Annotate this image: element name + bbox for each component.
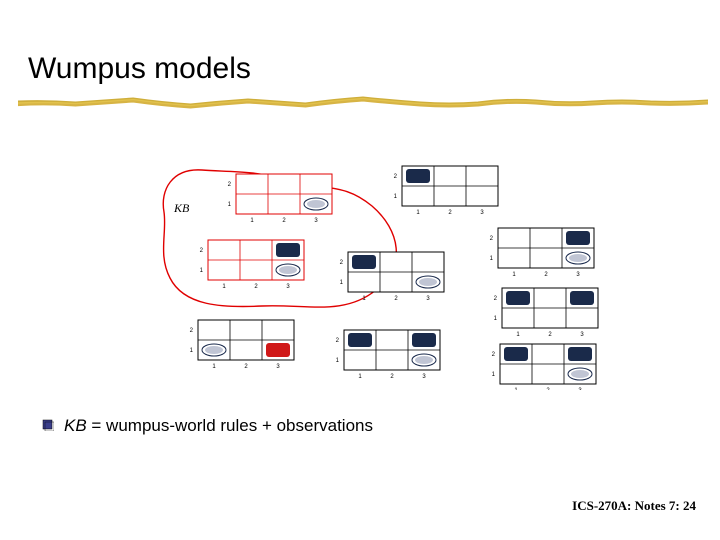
svg-text:1: 1 bbox=[394, 194, 398, 200]
slide-title: Wumpus models bbox=[28, 52, 251, 86]
svg-text:1: 1 bbox=[336, 358, 340, 364]
slide-footer: ICS-270A: Notes 7: 24 bbox=[572, 498, 696, 514]
svg-text:2: 2 bbox=[394, 296, 398, 302]
svg-text:2: 2 bbox=[336, 338, 340, 344]
bullet-row: KB = wumpus-world rules + observations bbox=[42, 416, 373, 436]
svg-text:2: 2 bbox=[394, 174, 398, 180]
svg-text:1: 1 bbox=[250, 218, 254, 224]
svg-text:3: 3 bbox=[286, 284, 290, 290]
svg-text:1: 1 bbox=[512, 272, 516, 278]
svg-text:3: 3 bbox=[426, 296, 430, 302]
svg-text:3: 3 bbox=[422, 374, 426, 380]
svg-text:1: 1 bbox=[516, 332, 520, 338]
svg-text:2: 2 bbox=[492, 352, 496, 358]
svg-text:1: 1 bbox=[490, 256, 494, 262]
svg-text:1: 1 bbox=[358, 374, 362, 380]
svg-text:1: 1 bbox=[200, 268, 204, 274]
svg-text:2: 2 bbox=[254, 284, 258, 290]
svg-text:2: 2 bbox=[546, 388, 550, 390]
svg-text:3: 3 bbox=[480, 210, 484, 216]
svg-text:2: 2 bbox=[448, 210, 452, 216]
bullet-icon bbox=[42, 418, 54, 430]
svg-text:1: 1 bbox=[494, 316, 498, 322]
svg-text:2: 2 bbox=[244, 364, 248, 370]
svg-text:1: 1 bbox=[190, 348, 194, 354]
svg-text:3: 3 bbox=[578, 388, 582, 390]
svg-text:2: 2 bbox=[544, 272, 548, 278]
svg-text:2: 2 bbox=[494, 296, 498, 302]
title-underline bbox=[18, 96, 708, 110]
svg-text:2: 2 bbox=[490, 236, 494, 242]
svg-text:1: 1 bbox=[222, 284, 226, 290]
svg-text:1: 1 bbox=[340, 280, 344, 286]
svg-text:1: 1 bbox=[492, 372, 496, 378]
svg-text:3: 3 bbox=[580, 332, 584, 338]
bullet-kb: KB bbox=[64, 416, 87, 435]
bullet-text: KB = wumpus-world rules + observations bbox=[64, 416, 373, 436]
svg-text:3: 3 bbox=[276, 364, 280, 370]
svg-text:2: 2 bbox=[340, 260, 344, 266]
svg-text:2: 2 bbox=[390, 374, 394, 380]
svg-text:2: 2 bbox=[228, 182, 232, 188]
svg-text:3: 3 bbox=[314, 218, 318, 224]
bullet-rest: = wumpus-world rules + observations bbox=[87, 416, 373, 435]
svg-text:2: 2 bbox=[548, 332, 552, 338]
svg-text:1: 1 bbox=[416, 210, 420, 216]
svg-text:2: 2 bbox=[190, 328, 194, 334]
svg-text:1: 1 bbox=[212, 364, 216, 370]
svg-text:2: 2 bbox=[282, 218, 286, 224]
wumpus-diagram: KB 1 2 3 2 1 1 2 3 2 1 1 2 3 2 1 1 2 3 2 1 1 2 3 2 1 1 2 3 2 1 1 2 3 2 1 1 2 3… bbox=[112, 130, 608, 378]
svg-text:1: 1 bbox=[228, 202, 232, 208]
svg-text:2: 2 bbox=[200, 248, 204, 254]
svg-text:1: 1 bbox=[514, 388, 518, 390]
svg-text:3: 3 bbox=[576, 272, 580, 278]
svg-text:KB: KB bbox=[173, 201, 190, 215]
